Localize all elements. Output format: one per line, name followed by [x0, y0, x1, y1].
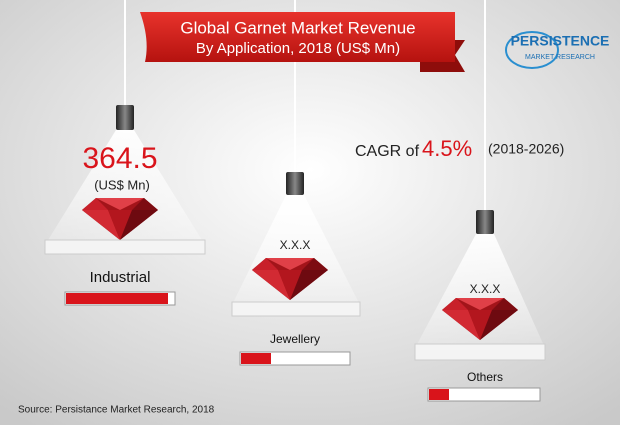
- shelf: [44, 239, 206, 255]
- segment-value: X.X.X: [470, 282, 501, 296]
- segment-name: Jewellery: [270, 332, 320, 346]
- bar-fill: [66, 293, 168, 304]
- shelf: [231, 301, 361, 317]
- cagr-period: (2018-2026): [488, 141, 564, 157]
- source: Source: Persistance Market Research, 201…: [18, 405, 215, 416]
- segment-value: 364.5: [82, 142, 157, 175]
- logo-line2: MARKET RESEARCH: [525, 54, 595, 61]
- cagr: CAGR of 4.5% (2018-2026): [355, 136, 564, 161]
- lamps: [45, 0, 545, 348]
- segment-name: Industrial: [90, 269, 151, 286]
- title-line2: By Application, 2018 (US$ Mn): [196, 40, 400, 57]
- title-banner: Global Garnet Market Revenue By Applicat…: [140, 12, 465, 72]
- bar-fill: [429, 389, 449, 400]
- shelf: [414, 343, 546, 361]
- segment-name: Others: [467, 370, 503, 384]
- bar-fill: [241, 353, 271, 364]
- bar-track: [427, 387, 541, 402]
- segment-value: X.X.X: [280, 238, 311, 252]
- cagr-label: CAGR of: [355, 143, 420, 160]
- segment-unit: (US$ Mn): [94, 177, 150, 192]
- cagr-value: 4.5%: [422, 136, 472, 161]
- logo-line1: PERSISTENCE: [511, 33, 610, 49]
- title-line1: Global Garnet Market Revenue: [180, 18, 415, 37]
- logo: PERSISTENCE MARKET RESEARCH: [505, 31, 610, 69]
